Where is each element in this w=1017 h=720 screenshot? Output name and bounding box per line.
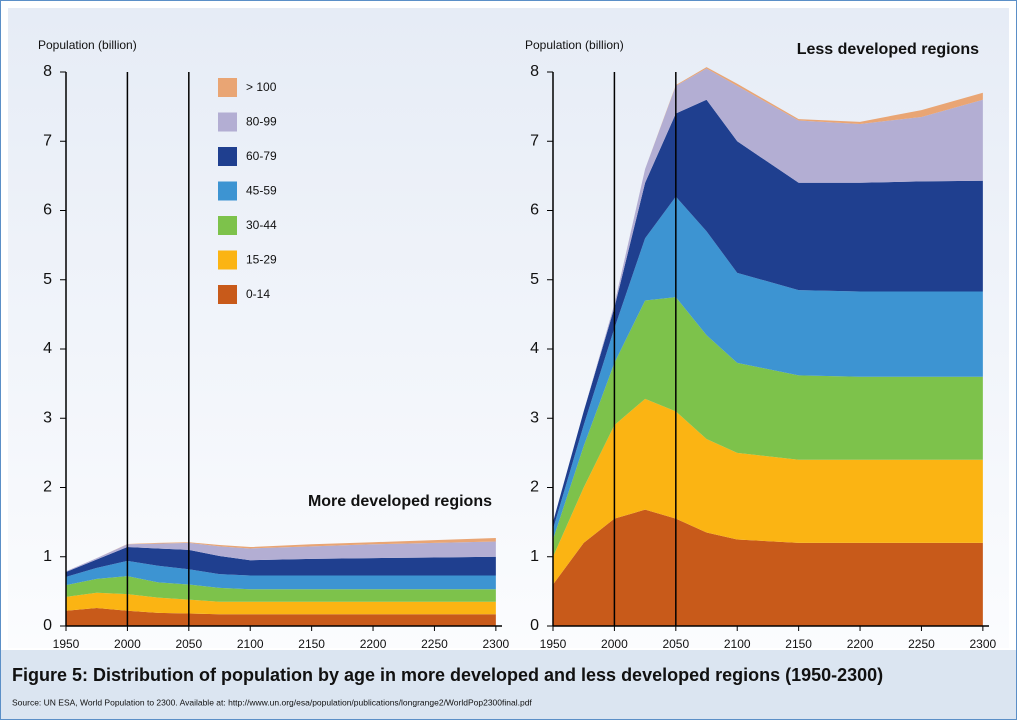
legend-swatch (218, 147, 237, 166)
x-tick-label: 2000 (601, 637, 628, 651)
area (66, 541, 496, 572)
y-tick-label: 3 (43, 409, 52, 426)
legend-swatch (218, 112, 237, 132)
y-tick-label: 1 (530, 548, 539, 565)
caption-band (1, 650, 1016, 719)
caption-title: Figure 5: Distribution of population by … (12, 665, 883, 685)
legend-label: 30-44 (246, 218, 277, 232)
area (66, 607, 496, 626)
x-tick-label: 2300 (970, 637, 997, 651)
legend-label: 0-14 (246, 287, 270, 301)
legend-swatch (218, 250, 237, 270)
legend-label: > 100 (246, 80, 277, 94)
chart-title: More developed regions (308, 493, 492, 510)
area (553, 68, 983, 523)
x-tick-label: 1950 (540, 637, 567, 651)
y-tick-label: 0 (530, 617, 539, 634)
x-tick-label: 2100 (237, 637, 264, 651)
legend-swatch (218, 181, 237, 201)
y-axis-label: Population (billion) (525, 38, 624, 52)
caption-source: Source: UN ESA, World Population to 2300… (12, 697, 532, 707)
area (66, 538, 496, 572)
x-tick-label: 2000 (114, 637, 141, 651)
legend-swatch (218, 216, 237, 235)
legend-label: 45-59 (246, 184, 277, 198)
y-tick-label: 6 (530, 202, 539, 219)
area (66, 560, 496, 590)
area (66, 547, 496, 577)
x-tick-label: 2250 (908, 637, 935, 651)
legend-swatch (218, 78, 237, 97)
y-tick-label: 3 (530, 409, 539, 426)
area (553, 509, 983, 626)
y-tick-label: 2 (43, 479, 52, 496)
legend-label: 60-79 (246, 149, 277, 163)
y-tick-label: 6 (43, 202, 52, 219)
x-tick-label: 2050 (175, 637, 202, 651)
area (66, 576, 496, 602)
y-tick-label: 7 (43, 132, 52, 149)
legend-swatch (218, 285, 237, 304)
legend-label: 15-29 (246, 253, 277, 267)
area (553, 398, 983, 585)
area (553, 297, 983, 557)
x-tick-label: 2050 (662, 637, 689, 651)
area (66, 592, 496, 615)
x-tick-label: 2100 (724, 637, 751, 651)
area (553, 196, 983, 540)
y-tick-label: 4 (530, 340, 539, 357)
x-tick-label: 2300 (483, 637, 510, 651)
y-tick-label: 7 (530, 132, 539, 149)
chart-title: Less developed regions (797, 41, 979, 58)
x-tick-label: 2150 (298, 637, 325, 651)
y-axis-label: Population (billion) (38, 38, 137, 52)
x-tick-label: 1950 (53, 637, 80, 651)
legend-label: 80-99 (246, 115, 277, 129)
x-tick-label: 2150 (785, 637, 812, 651)
y-tick-label: 4 (43, 340, 52, 357)
y-tick-label: 8 (43, 63, 52, 80)
x-tick-label: 2250 (421, 637, 448, 651)
x-tick-label: 2200 (847, 637, 874, 651)
y-tick-label: 2 (530, 479, 539, 496)
y-tick-label: 0 (43, 617, 52, 634)
y-tick-label: 1 (43, 548, 52, 565)
y-tick-label: 5 (43, 271, 52, 288)
y-tick-label: 5 (530, 271, 539, 288)
area (553, 99, 983, 530)
y-tick-label: 8 (530, 63, 539, 80)
x-tick-label: 2200 (360, 637, 387, 651)
